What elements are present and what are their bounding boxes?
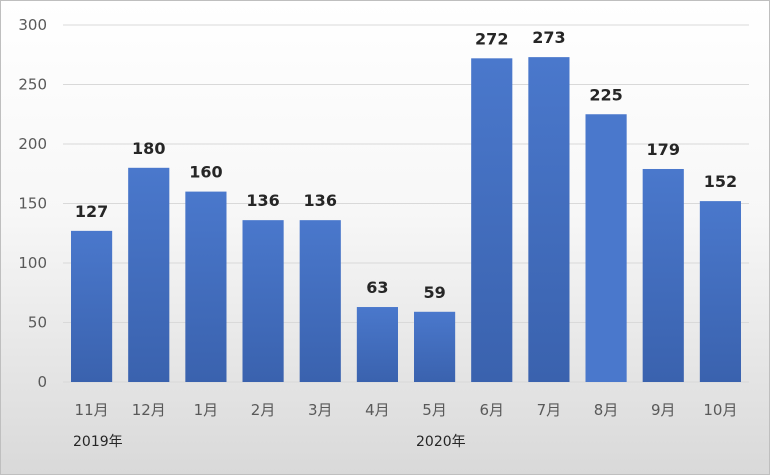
x-tick-label: 6月 [479, 401, 504, 419]
y-axis-ticks: 0 50 100 150 200 250 300 [18, 16, 47, 391]
year-label: 2019年 [73, 434, 123, 450]
x-tick-label: 1月 [194, 401, 219, 419]
data-label: 59 [423, 283, 445, 302]
data-label: 273 [532, 28, 565, 47]
data-label: 225 [589, 85, 622, 104]
bar-12月 [128, 167, 170, 382]
x-tick-label: 3月 [308, 401, 333, 419]
x-tick-label: 4月 [365, 401, 390, 419]
data-label: 160 [189, 163, 222, 182]
year-labels: 2019年 2020年 [73, 434, 466, 450]
y-tick-label: 0 [37, 373, 47, 391]
data-label: 179 [647, 140, 680, 159]
data-label: 136 [246, 191, 279, 210]
x-tick-label: 8月 [594, 401, 619, 419]
y-tick-label: 200 [18, 135, 47, 153]
y-tick-label: 250 [18, 76, 47, 94]
y-tick-label: 100 [18, 254, 47, 272]
x-tick-label: 9月 [651, 401, 676, 419]
bar-2月 [242, 220, 284, 382]
data-label: 272 [475, 29, 508, 48]
bar-10月 [699, 201, 741, 382]
data-label: 63 [366, 278, 388, 297]
data-label: 127 [75, 202, 108, 221]
data-label: 136 [304, 191, 337, 210]
x-tick-label: 5月 [422, 401, 447, 419]
bar-6月 [471, 58, 513, 382]
x-tick-label: 2月 [251, 401, 276, 419]
bar-7月 [528, 57, 570, 382]
year-label: 2020年 [416, 434, 466, 450]
bar-4月 [356, 307, 398, 382]
bar-5月 [414, 311, 456, 382]
bars [71, 57, 741, 382]
x-tick-label: 12月 [132, 401, 166, 419]
data-label: 180 [132, 139, 165, 158]
y-tick-label: 300 [18, 16, 47, 34]
bar-1月 [185, 191, 227, 382]
x-tick-label: 7月 [537, 401, 562, 419]
gridlines [63, 24, 749, 383]
bar-9月 [642, 168, 684, 382]
bar-3月 [299, 220, 341, 382]
data-labels: 127 180 160 136 136 63 59 272 273 225 179 152 [75, 28, 737, 302]
x-tick-label: 10月 [703, 401, 737, 419]
x-axis-ticks: 11月 12月 1月 2月 3月 4月 5月 6月 7月 8月 9月 10月 [75, 401, 738, 419]
x-tick-label: 11月 [75, 401, 109, 419]
y-tick-label: 150 [18, 195, 47, 213]
y-tick-label: 50 [28, 314, 47, 332]
bar-8月 [585, 114, 627, 382]
data-label: 152 [704, 172, 737, 191]
bar-11月 [71, 230, 113, 382]
